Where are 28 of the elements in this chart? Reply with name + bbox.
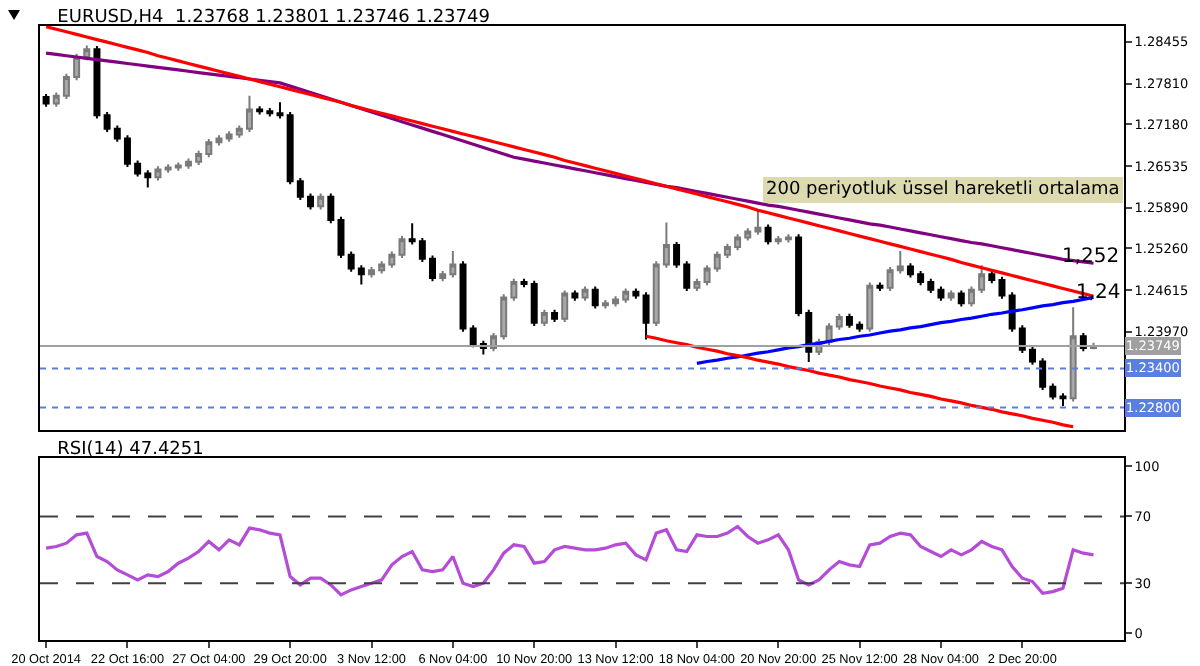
candlestick [957, 289, 965, 308]
candlestick [632, 287, 640, 300]
annotation: 1,252 [1062, 246, 1120, 268]
candlestick [947, 289, 955, 302]
candlestick [154, 165, 162, 182]
candlestick [642, 291, 650, 341]
annotation: 200 periyotluk üssel hareketli ortalama [766, 180, 1120, 200]
candlestick [764, 223, 772, 246]
candlestick [571, 289, 579, 302]
line-series [644, 334, 1075, 429]
candlestick [693, 277, 701, 293]
candlestick [591, 285, 599, 310]
candlestick [398, 235, 406, 260]
candlestick [276, 101, 284, 120]
candlestick [540, 308, 548, 327]
candlestick [876, 281, 884, 293]
candlestick [317, 192, 325, 211]
candlestick [561, 289, 569, 324]
candlestick [327, 192, 335, 225]
candlestick [1059, 392, 1067, 408]
candlestick [93, 45, 101, 120]
candlestick [581, 285, 589, 302]
chart-title: EURUSD,H4 1.23768 1.23801 1.23746 1.23749 [57, 8, 491, 28]
annotation: 1,24 [1076, 282, 1121, 304]
line-series [44, 524, 1096, 597]
candlestick [551, 308, 559, 324]
candlestick [866, 281, 874, 333]
chart-title: RSI(14) 47.4251 [57, 440, 204, 460]
